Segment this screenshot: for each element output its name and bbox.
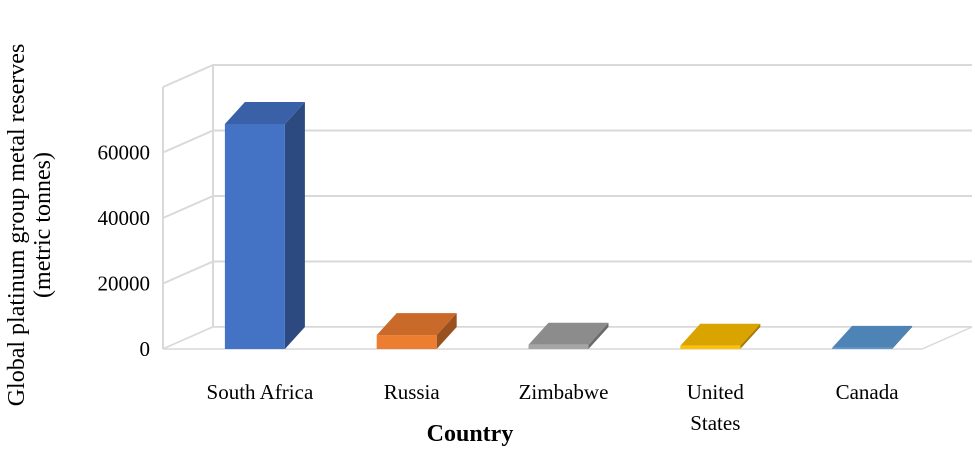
y-axis-title-line-1: Global platinum group metal reserves [4,44,30,407]
bar-0 [224,102,305,349]
bar-side-4 [892,325,913,349]
bar-side-1 [436,313,457,349]
bar-front-1 [376,335,437,349]
bar-1 [376,313,457,349]
bar-top-1 [376,313,457,336]
y-tick-label-3: 60000 [98,141,151,165]
bar-top-2 [528,322,609,345]
bar-side-3 [740,323,761,349]
bar-top-0 [224,102,305,124]
x-tick-label-1: Russia [384,380,441,404]
bar-front-2 [528,344,589,349]
bar-top-4 [832,325,913,348]
x-tick-label-2: Zimbabwe [519,380,609,404]
x-axis-title: Country [427,421,514,447]
y-axis-title: Global platinum group metal reserves (me… [4,44,56,407]
x-tick-label-0: South Africa [207,380,314,404]
bar-side-2 [588,322,609,349]
bar-2 [528,322,609,349]
gridline-top [162,64,972,88]
y-tick-label-1: 20000 [98,272,151,296]
bar-front-0 [224,124,285,349]
bar-3 [680,323,761,349]
category-labels: South Africa Russia Zimbabwe United States Ca… [207,380,900,435]
x-tick-label-3: United States [687,380,745,435]
bar-side-0 [284,102,305,349]
y-tick-label-0: 0 [140,337,151,361]
bar-4 [832,325,913,349]
x-tick-label-4: Canada [836,380,900,404]
y-tick-label-2: 40000 [98,206,151,230]
bar-front-3 [680,345,741,349]
bar-top-3 [680,323,761,346]
bar-front-4 [832,347,893,349]
y-tick-labels: 0 20000 40000 60000 [98,141,151,362]
y-axis-title-line-2: (metric tonnes) [30,152,56,298]
bars [224,102,913,349]
